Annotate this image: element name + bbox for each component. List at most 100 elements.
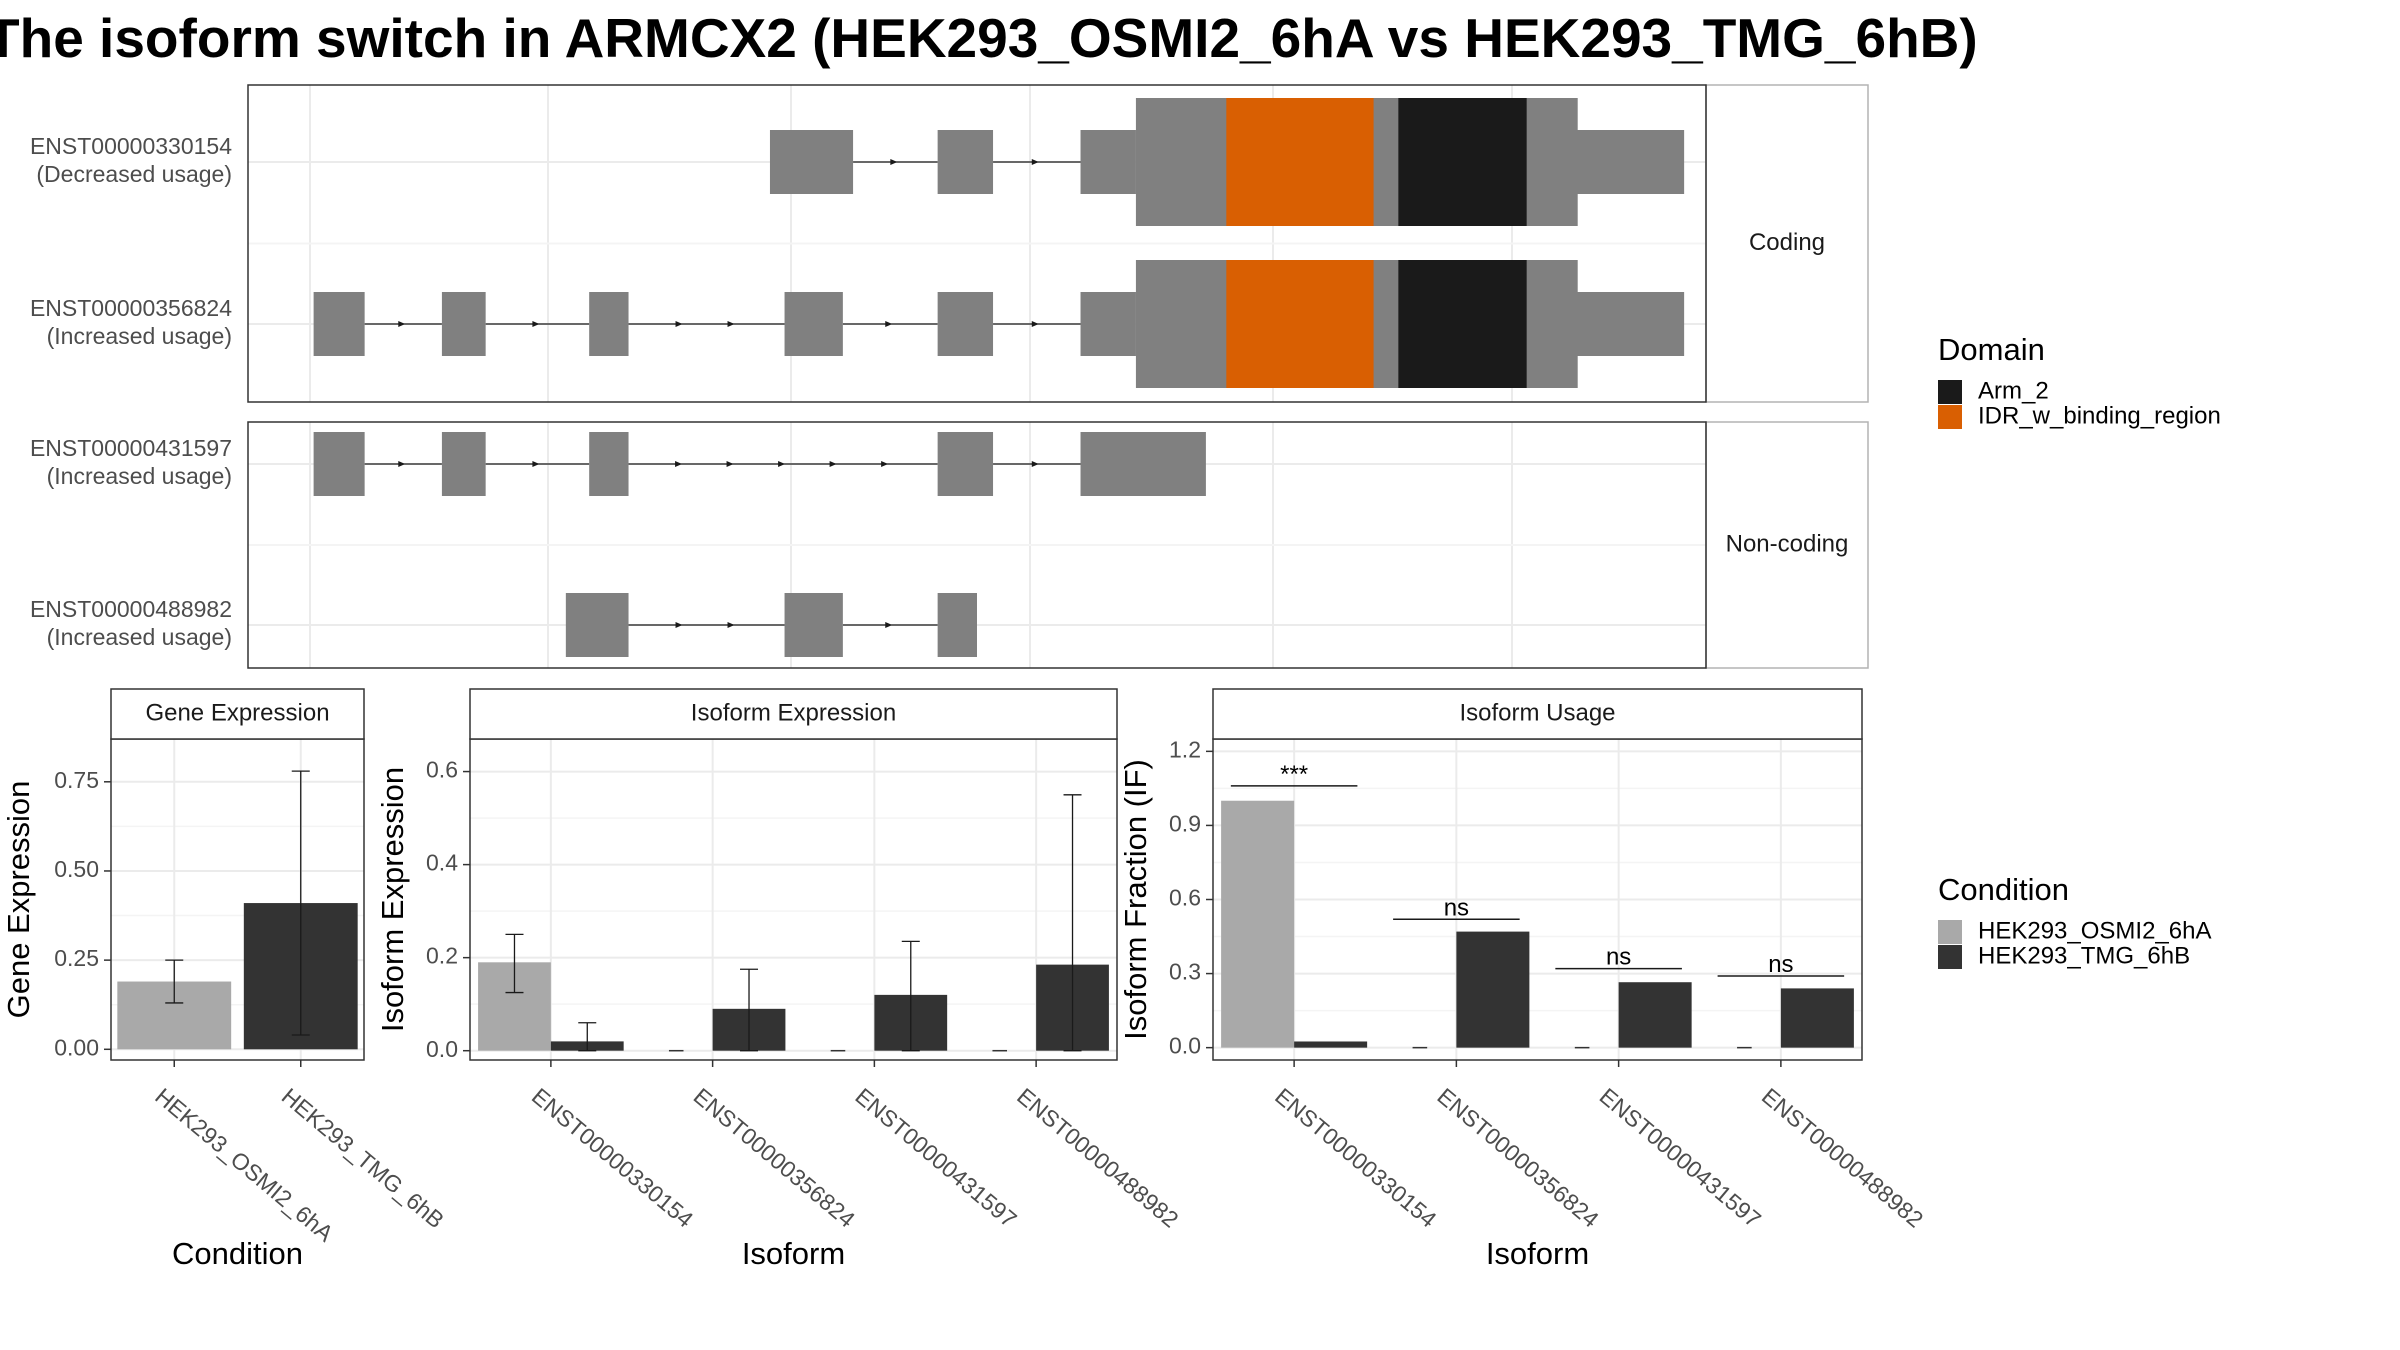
exon-block xyxy=(1080,130,1136,194)
exon-block xyxy=(937,593,977,657)
facet-label: Non-coding xyxy=(1726,530,1849,557)
plot-background xyxy=(470,739,1117,1060)
exon-block xyxy=(937,130,994,194)
exon-block xyxy=(441,292,486,356)
significance-label: ns xyxy=(1606,944,1631,971)
bar xyxy=(1294,1041,1368,1048)
intron-arrow xyxy=(1031,321,1039,327)
condition-legend-key xyxy=(1938,920,1962,944)
x-tick-label: ENST00000488982 xyxy=(1012,1083,1184,1233)
condition-legend-key xyxy=(1938,945,1962,969)
intron-arrow xyxy=(726,461,734,467)
bar xyxy=(1618,982,1692,1048)
y-tick-label: 0.6 xyxy=(426,757,458,783)
exon-block xyxy=(441,432,486,496)
exon-block xyxy=(1080,292,1136,356)
intron-arrow xyxy=(885,321,893,327)
intron-arrow xyxy=(1031,461,1039,467)
domain-legend-label: Arm_2 xyxy=(1978,377,2049,404)
intron-arrow xyxy=(532,321,540,327)
x-tick-label: ENST00000330154 xyxy=(1270,1083,1442,1233)
transcript-usage-label: (Increased usage) xyxy=(47,323,232,349)
facet-label: Coding xyxy=(1749,229,1825,256)
domain-idr-w-binding-region xyxy=(1226,260,1374,388)
y-tick-label: 1.2 xyxy=(1169,736,1201,762)
intron-arrow xyxy=(890,159,898,165)
significance-label: ns xyxy=(1768,951,1793,978)
y-tick-label: 0.0 xyxy=(1169,1033,1201,1059)
y-tick-label: 0.25 xyxy=(54,945,99,971)
y-tick-label: 0.0 xyxy=(426,1036,458,1062)
x-tick-label: ENST00000431597 xyxy=(850,1083,1022,1233)
y-tick-label: 0.00 xyxy=(54,1034,99,1060)
transcript-id-label: ENST00000431597 xyxy=(30,435,232,461)
transcript-usage-label: (Increased usage) xyxy=(47,463,232,489)
intron-arrow xyxy=(532,461,540,467)
intron-arrow xyxy=(778,461,786,467)
intron-arrow xyxy=(398,321,406,327)
x-tick-label: ENST00000356824 xyxy=(1432,1083,1604,1233)
exon-block xyxy=(313,292,365,356)
transcript-id-label: ENST00000330154 xyxy=(30,133,232,159)
facet-strip xyxy=(1705,84,1869,403)
exon-block xyxy=(589,292,629,356)
x-tick-label: ENST00000330154 xyxy=(527,1083,699,1233)
y-tick-label: 0.4 xyxy=(426,850,458,876)
intron-arrow xyxy=(829,461,837,467)
bar xyxy=(1456,931,1530,1048)
domain-legend-label: IDR_w_binding_region xyxy=(1978,402,2221,429)
gene-panel-border xyxy=(247,84,1707,403)
y-axis-title: Isoform Fraction (IF) xyxy=(1118,759,1153,1040)
transcript-id-label: ENST00000488982 xyxy=(30,596,232,622)
intron-arrow xyxy=(1031,159,1039,165)
figure-title: The isoform switch in ARMCX2 (HEK293_OSM… xyxy=(0,6,2400,76)
x-tick-label: ENST00000431597 xyxy=(1595,1083,1767,1233)
facet-strip-label: Isoform Usage xyxy=(1459,699,1615,726)
y-tick-label: 0.75 xyxy=(54,767,99,793)
condition-legend-title: Condition xyxy=(1938,872,2069,907)
transcript-id-label: ENST00000356824 xyxy=(30,295,232,321)
condition-legend-label: HEK293_TMG_6hB xyxy=(1978,942,2190,969)
intron-arrow xyxy=(675,622,683,628)
intron-arrow xyxy=(675,321,683,327)
x-tick-label: ENST00000488982 xyxy=(1757,1083,1929,1233)
facet-strip xyxy=(1212,688,1863,740)
domain-arm-2 xyxy=(1398,98,1527,226)
y-axis-title: Isoform Expression xyxy=(375,767,410,1032)
facet-strip xyxy=(1705,421,1869,669)
facet-strip-label: Isoform Expression xyxy=(691,699,896,726)
domain-legend-title: Domain xyxy=(1938,332,2045,367)
y-tick-label: 0.9 xyxy=(1169,811,1201,837)
exon-block xyxy=(784,593,843,657)
exon-block xyxy=(784,292,843,356)
exon-block xyxy=(769,130,854,194)
transcript-usage-label: (Increased usage) xyxy=(47,624,232,650)
intron-arrow xyxy=(727,321,735,327)
y-axis-title: Gene Expression xyxy=(1,781,36,1019)
exon-block xyxy=(313,432,365,496)
y-tick-label: 0.6 xyxy=(1169,885,1201,911)
domain-idr-w-binding-region xyxy=(1226,98,1374,226)
figure-title-text: The isoform switch in ARMCX2 (HEK293_OSM… xyxy=(0,7,1978,69)
intron-arrow xyxy=(727,622,735,628)
domain-arm-2 xyxy=(1398,260,1527,388)
intron-arrow xyxy=(881,461,889,467)
gene-panel-border xyxy=(247,421,1707,669)
exon-block xyxy=(937,292,994,356)
y-tick-label: 0.50 xyxy=(54,856,99,882)
intron-arrow xyxy=(398,461,406,467)
exon-block xyxy=(589,432,629,496)
significance-label: *** xyxy=(1280,761,1308,788)
y-tick-label: 0.2 xyxy=(426,943,458,969)
x-tick-label: ENST00000356824 xyxy=(689,1083,861,1233)
bar xyxy=(1780,988,1854,1048)
x-axis-title: Isoform xyxy=(1486,1236,1589,1271)
facet-strip xyxy=(469,688,1118,740)
facet-strip xyxy=(110,688,365,740)
y-tick-label: 0.3 xyxy=(1169,959,1201,985)
intron-arrow xyxy=(885,622,893,628)
exon-block xyxy=(1080,432,1206,496)
x-axis-title: Condition xyxy=(172,1236,303,1271)
condition-legend-label: HEK293_OSMI2_6hA xyxy=(1978,917,2211,944)
